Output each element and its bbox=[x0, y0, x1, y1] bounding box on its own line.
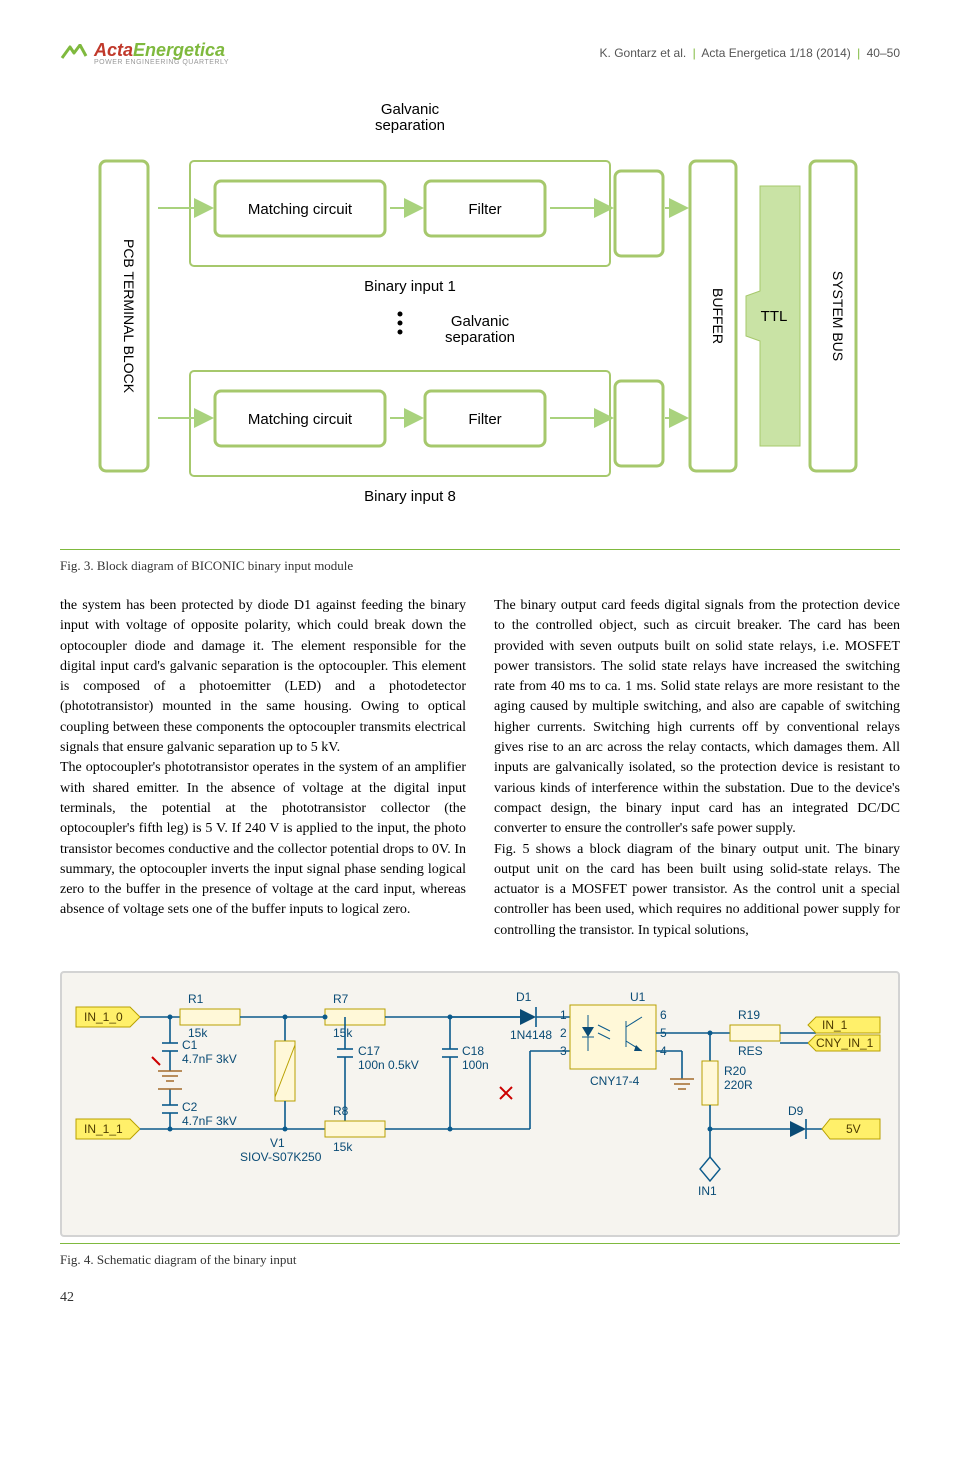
para: The optocoupler's phototransistor operat… bbox=[60, 758, 466, 920]
r8-label: R8 bbox=[333, 1104, 349, 1118]
diode-d9 bbox=[790, 1121, 806, 1137]
pin-in-1-1-label: IN_1_1 bbox=[84, 1122, 123, 1136]
para: Fig. 5 shows a block diagram of the bina… bbox=[494, 840, 900, 941]
u1-value: CNY17-4 bbox=[590, 1074, 640, 1088]
r20-value: 220R bbox=[724, 1078, 753, 1092]
c1-value: 4.7nF 3kV bbox=[182, 1052, 237, 1066]
u1-pin2: 2 bbox=[560, 1026, 567, 1040]
logo-icon bbox=[60, 44, 88, 62]
pin-5v-label: 5V bbox=[846, 1122, 861, 1136]
r7-label: R7 bbox=[333, 992, 349, 1006]
pin-out-in1-label: IN_1 bbox=[822, 1018, 848, 1032]
sep-icon: | bbox=[857, 46, 860, 60]
system-bus-label: SYSTEM BUS bbox=[830, 271, 846, 361]
u1-pin6: 6 bbox=[660, 1008, 667, 1022]
resistor-r19 bbox=[730, 1025, 780, 1041]
authors: K. Gontarz et al. bbox=[600, 46, 687, 60]
divider bbox=[60, 549, 900, 550]
para: The binary output card feeds digital sig… bbox=[494, 596, 900, 840]
body-col-right: The binary output card feeds digital sig… bbox=[494, 596, 900, 941]
gnd-in1-label: IN1 bbox=[698, 1184, 717, 1198]
c18-label: C18 bbox=[462, 1044, 484, 1058]
diode-d1 bbox=[520, 1009, 536, 1025]
d1-value: 1N4148 bbox=[510, 1028, 552, 1042]
page-number: 42 bbox=[60, 1290, 900, 1306]
logo-sub: POWER ENGINEERING QUARTERLY bbox=[94, 59, 229, 66]
ellipsis-dot bbox=[398, 312, 403, 317]
binary-input-8-label: Binary input 8 bbox=[364, 488, 456, 505]
galvanic-sep-1 bbox=[615, 171, 663, 256]
u1-pin1: 1 bbox=[560, 1008, 567, 1022]
page-header: ActaEnergetica POWER ENGINEERING QUARTER… bbox=[60, 40, 900, 66]
ground-icon bbox=[158, 1071, 182, 1081]
galvanic-sep-label-top: Galvanicseparation bbox=[375, 101, 445, 134]
pin-out-cny-label: CNY_IN_1 bbox=[816, 1036, 874, 1050]
buffer-label: BUFFER bbox=[710, 288, 726, 344]
block-diagram-svg: Galvanicseparation PCB TERMINAL BLOCK Ma… bbox=[60, 96, 900, 536]
pcb-terminal-label: PCB TERMINAL BLOCK bbox=[121, 239, 137, 394]
fig3-caption: Fig. 3. Block diagram of BICONIC binary … bbox=[60, 558, 900, 574]
block-diagram-figure: Galvanicseparation PCB TERMINAL BLOCK Ma… bbox=[60, 96, 900, 541]
resistor-r7 bbox=[325, 1009, 385, 1025]
r19-label: R19 bbox=[738, 1008, 760, 1022]
c17-label: C17 bbox=[358, 1044, 380, 1058]
ground-in1-icon bbox=[700, 1157, 720, 1181]
pin-in-1-0-label: IN_1_0 bbox=[84, 1010, 123, 1024]
filter-1-label: Filter bbox=[468, 201, 501, 218]
galvanic-sep-8 bbox=[615, 381, 663, 466]
v1-value: SIOV-S07K250 bbox=[240, 1150, 322, 1164]
galvanic-sep-label-mid: Galvanicseparation bbox=[445, 313, 515, 346]
logo: ActaEnergetica POWER ENGINEERING QUARTER… bbox=[60, 40, 229, 66]
body-col-left: the system has been protected by diode D… bbox=[60, 596, 466, 941]
resistor-r1 bbox=[180, 1009, 240, 1025]
ellipsis-dot bbox=[398, 330, 403, 335]
logo-acta: Acta bbox=[94, 40, 133, 60]
ground-icon bbox=[670, 1079, 694, 1089]
c2-label: C2 bbox=[182, 1100, 198, 1114]
body-text: the system has been protected by diode D… bbox=[60, 596, 900, 941]
resistor-r20 bbox=[702, 1061, 718, 1105]
r8-value: 15k bbox=[333, 1140, 353, 1154]
matching-circuit-8-label: Matching circuit bbox=[248, 411, 353, 428]
schematic-figure: IN_1_0 IN_1_1 R1 15k R7 15k C1 4.7nF 3kV… bbox=[60, 971, 900, 1237]
r20-label: R20 bbox=[724, 1064, 746, 1078]
para: the system has been protected by diode D… bbox=[60, 596, 466, 758]
r7-value: 15k bbox=[333, 1026, 353, 1040]
d9-label: D9 bbox=[788, 1104, 804, 1118]
u1-pin3: 3 bbox=[560, 1044, 567, 1058]
c1-label: C1 bbox=[182, 1038, 198, 1052]
ttl-label: TTL bbox=[761, 308, 788, 325]
header-reference: K. Gontarz et al. | Acta Energetica 1/18… bbox=[600, 46, 900, 60]
red-tick bbox=[152, 1057, 160, 1065]
u1-label: U1 bbox=[630, 990, 646, 1004]
resistor-r8 bbox=[325, 1121, 385, 1137]
logo-text: ActaEnergetica POWER ENGINEERING QUARTER… bbox=[94, 40, 229, 66]
c2-value: 4.7nF 3kV bbox=[182, 1114, 237, 1128]
node bbox=[283, 1015, 288, 1020]
c17-value: 100n 0.5kV bbox=[358, 1058, 419, 1072]
c18-value: 100n bbox=[462, 1058, 489, 1072]
r19-value: RES bbox=[738, 1044, 763, 1058]
d1-label: D1 bbox=[516, 990, 532, 1004]
pages: 40–50 bbox=[867, 46, 900, 60]
r1-label: R1 bbox=[188, 992, 204, 1006]
sep-icon: | bbox=[693, 46, 696, 60]
node bbox=[323, 1015, 328, 1020]
journal: Acta Energetica 1/18 (2014) bbox=[701, 46, 850, 60]
logo-energetica: Energetica bbox=[133, 40, 225, 60]
matching-circuit-1-label: Matching circuit bbox=[248, 201, 353, 218]
red-x-icon bbox=[500, 1087, 512, 1099]
divider bbox=[60, 1243, 900, 1244]
filter-8-label: Filter bbox=[468, 411, 501, 428]
v1-label: V1 bbox=[270, 1136, 285, 1150]
ellipsis-dot bbox=[398, 321, 403, 326]
binary-input-1-label: Binary input 1 bbox=[364, 278, 456, 295]
fig4-caption: Fig. 4. Schematic diagram of the binary … bbox=[60, 1252, 900, 1268]
schematic-svg: IN_1_0 IN_1_1 R1 15k R7 15k C1 4.7nF 3kV… bbox=[70, 979, 890, 1229]
